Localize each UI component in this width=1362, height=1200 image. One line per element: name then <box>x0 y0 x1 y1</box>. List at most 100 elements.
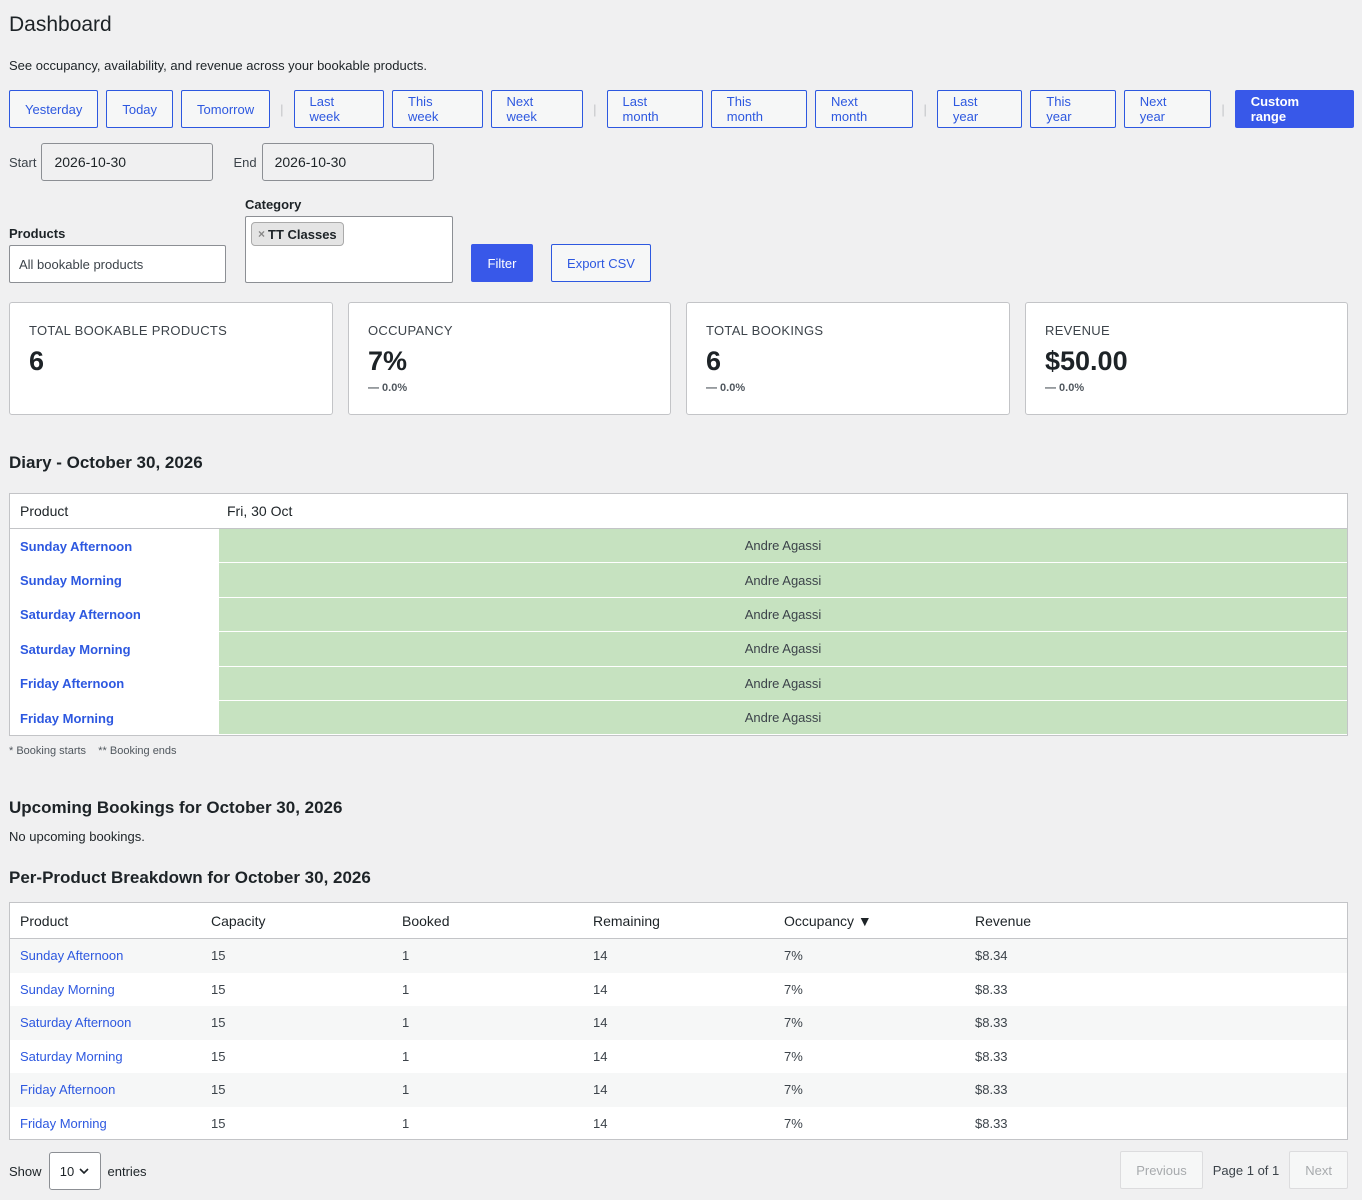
entries-value: 10 <box>59 1163 75 1179</box>
stat-label: Revenue <box>1045 323 1110 338</box>
col-remaining-header[interactable]: Remaining <box>593 912 660 929</box>
diary-booking-slot[interactable]: Andre Agassi <box>219 700 1347 736</box>
upcoming-title: Upcoming Bookings for October 30, 2026 <box>9 798 343 817</box>
capacity-cell: 15 <box>211 948 226 964</box>
page-info: Page 1 of 1 <box>1212 1162 1280 1178</box>
stat-card-revenue: Revenue $50.00 — 0.0% <box>1025 302 1348 415</box>
col-occupancy-header[interactable]: Occupancy ▼ <box>784 912 872 929</box>
range-separator: | <box>923 101 927 117</box>
diary-header: Product Fri, 30 Oct <box>10 494 1347 529</box>
range-last-week-button[interactable]: Last week <box>293 90 385 128</box>
diary-product-link[interactable]: Sunday Afternoon <box>10 529 219 564</box>
range-next-week-button[interactable]: Next week <box>490 90 584 128</box>
remaining-cell: 14 <box>593 1115 608 1131</box>
range-today-button[interactable]: Today <box>106 90 174 128</box>
diary-row: Saturday Afternoon Andre Agassi <box>10 597 1347 633</box>
stat-value: 6 <box>706 346 722 376</box>
stat-card-bookings: Total bookings 6 — 0.0% <box>686 302 1010 415</box>
range-this-month-button[interactable]: This month <box>710 90 808 128</box>
revenue-cell: $8.34 <box>975 948 1008 964</box>
breakdown-table: Product Capacity Booked Remaining Occupa… <box>9 902 1348 1140</box>
occupancy-cell: 7% <box>784 1048 803 1064</box>
product-link[interactable]: Friday Afternoon <box>20 1082 116 1098</box>
booked-cell: 1 <box>402 948 410 964</box>
col-booked-header[interactable]: Booked <box>402 912 450 929</box>
end-date-input[interactable]: 2026-10-30 <box>261 143 434 181</box>
range-this-year-button[interactable]: This year <box>1030 90 1116 128</box>
category-chip-label: TT Classes <box>268 226 337 242</box>
booked-cell: 1 <box>402 1015 410 1031</box>
col-capacity-header[interactable]: Capacity <box>211 912 266 929</box>
product-link[interactable]: Sunday Morning <box>20 981 115 997</box>
remaining-cell: 14 <box>593 948 608 964</box>
remaining-cell: 14 <box>593 1048 608 1064</box>
stat-value: 7% <box>368 346 408 376</box>
entries-select[interactable]: 10 <box>48 1152 101 1190</box>
breakdown-header: Product Capacity Booked Remaining Occupa… <box>10 903 1347 939</box>
range-next-month-button[interactable]: Next month <box>815 90 914 128</box>
col-product-header[interactable]: Product <box>20 912 69 929</box>
diary-product-link[interactable]: Saturday Afternoon <box>10 597 219 633</box>
filter-button[interactable]: Filter <box>471 244 533 282</box>
range-this-week-button[interactable]: This week <box>392 90 483 128</box>
revenue-cell: $8.33 <box>975 981 1008 997</box>
revenue-cell: $8.33 <box>975 1082 1008 1098</box>
range-next-year-button[interactable]: Next year <box>1123 90 1212 128</box>
diary-product-link[interactable]: Friday Afternoon <box>10 666 219 701</box>
category-chip: × TT Classes <box>251 222 344 246</box>
category-label: Category <box>245 197 302 212</box>
booked-cell: 1 <box>402 981 410 997</box>
show-label: Show <box>9 1163 42 1179</box>
range-tomorrow-button[interactable]: Tomorrow <box>181 90 271 128</box>
range-yesterday-button[interactable]: Yesterday <box>9 90 99 128</box>
range-last-year-button[interactable]: Last year <box>936 90 1023 128</box>
products-label: Products <box>9 226 66 241</box>
entries-length-control: Show 10 entries <box>9 1152 147 1190</box>
next-page-button[interactable]: Next <box>1289 1151 1348 1189</box>
stat-delta: — 0.0% <box>1045 382 1085 394</box>
export-csv-button[interactable]: Export CSV <box>551 244 651 282</box>
diary-booking-slot[interactable]: Andre Agassi <box>219 597 1347 633</box>
diary-product-link[interactable]: Sunday Morning <box>10 563 219 598</box>
range-custom-button[interactable]: Custom range <box>1234 90 1355 128</box>
diary-booking-slot[interactable]: Andre Agassi <box>219 563 1347 598</box>
diary-product-link[interactable]: Saturday Morning <box>10 632 219 667</box>
diary-row: Friday Afternoon Andre Agassi <box>10 666 1347 701</box>
range-separator: | <box>1221 101 1225 117</box>
diary-row: Sunday Morning Andre Agassi <box>10 563 1347 598</box>
category-multiselect[interactable]: × TT Classes <box>245 216 453 283</box>
table-row: Friday Afternoon 15 1 14 7% $8.33 <box>10 1073 1347 1107</box>
col-revenue-header[interactable]: Revenue <box>975 912 1032 929</box>
table-row: Saturday Morning 15 1 14 7% $8.33 <box>10 1040 1347 1074</box>
product-link[interactable]: Saturday Morning <box>20 1048 123 1064</box>
previous-page-button[interactable]: Previous <box>1120 1151 1203 1189</box>
diary-booking-slot[interactable]: Andre Agassi <box>219 529 1347 564</box>
product-link[interactable]: Sunday Afternoon <box>20 948 124 964</box>
diary-product-link[interactable]: Friday Morning <box>10 700 219 736</box>
stat-label: Occupancy <box>368 323 453 338</box>
date-range-bar: Yesterday Today Tomorrow | Last week Thi… <box>9 90 1362 128</box>
table-row: Sunday Morning 15 1 14 7% $8.33 <box>10 973 1347 1007</box>
diary-col-product: Product <box>20 503 69 519</box>
product-link[interactable]: Friday Morning <box>20 1115 107 1131</box>
diary-booking-slot[interactable]: Andre Agassi <box>219 666 1347 701</box>
remaining-cell: 14 <box>593 1015 608 1031</box>
start-date-input[interactable]: 2026-10-30 <box>41 143 214 181</box>
revenue-cell: $8.33 <box>975 1015 1008 1031</box>
products-select[interactable]: All bookable products <box>9 245 226 283</box>
stat-value: $50.00 <box>1045 346 1128 376</box>
diary-row: Friday Morning Andre Agassi <box>10 700 1347 736</box>
stat-value: 6 <box>29 346 45 376</box>
stat-delta: — 0.0% <box>706 382 746 394</box>
diary-booking-slot[interactable]: Andre Agassi <box>219 632 1347 667</box>
capacity-cell: 15 <box>211 1015 226 1031</box>
chip-remove-icon[interactable]: × <box>258 227 266 241</box>
product-link[interactable]: Saturday Afternoon <box>20 1015 132 1031</box>
diary-row: Saturday Morning Andre Agassi <box>10 632 1347 667</box>
range-last-month-button[interactable]: Last month <box>606 90 703 128</box>
end-date-label: End <box>233 154 257 170</box>
date-inputs: Start 2026-10-30 End 2026-10-30 <box>9 143 454 181</box>
occupancy-cell: 7% <box>784 1015 803 1031</box>
capacity-cell: 15 <box>211 1115 226 1131</box>
diary-row: Sunday Afternoon Andre Agassi <box>10 529 1347 564</box>
